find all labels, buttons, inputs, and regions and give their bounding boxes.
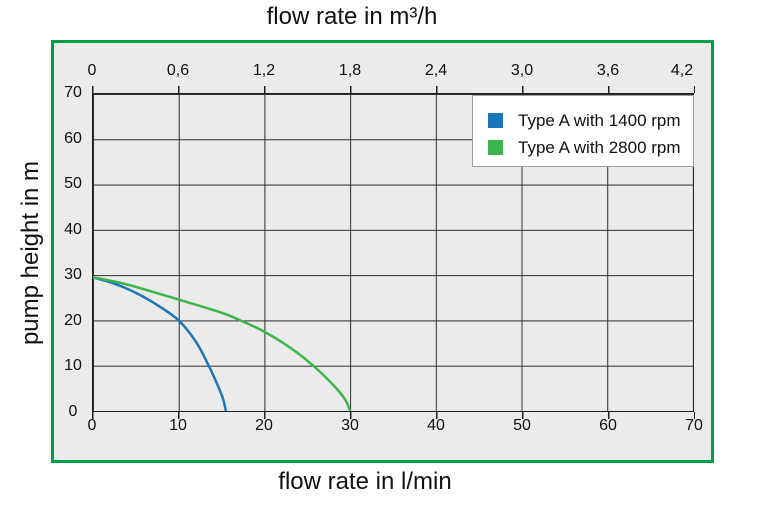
legend-swatch-blue <box>488 113 503 128</box>
bottom-axis-tick-marks <box>92 412 695 419</box>
top-tick-label: 2,4 <box>424 62 448 79</box>
legend: Type A with 1400 rpm Type A with 2800 rp… <box>472 95 694 167</box>
bottom-tick-label: 70 <box>685 417 703 434</box>
left-tick-label: 70 <box>64 84 82 101</box>
bottom-tick-label: 30 <box>341 417 359 434</box>
left-tick-label: 60 <box>64 129 82 147</box>
top-tick-label: 0,6 <box>166 62 190 79</box>
bottom-axis-tick-labels: 0 10 20 30 40 50 60 70 <box>88 417 703 437</box>
top-tick-label: 1,2 <box>252 62 276 79</box>
bottom-tick-label: 0 <box>87 417 97 434</box>
curve-type-a-with-1400-rpm <box>93 276 228 411</box>
curve-type-a-with-2800-rpm <box>93 276 352 411</box>
bottom-tick-label: 60 <box>599 417 617 434</box>
top-tick-label: 0 <box>87 62 97 79</box>
left-tick-label: 0 <box>68 403 78 420</box>
bottom-tick-label: 20 <box>255 417 273 434</box>
left-tick-label: 30 <box>64 266 82 284</box>
left-tick-label: 40 <box>64 220 82 238</box>
top-tick-label: 1,8 <box>338 62 362 79</box>
legend-item-1400rpm: Type A with 1400 rpm <box>473 107 693 134</box>
bottom-tick-label: 40 <box>427 417 445 434</box>
top-axis-tick-labels: 0 0,6 1,2 1,8 2,4 3,0 3,6 4,2 <box>88 62 694 82</box>
top-tick-label: 3,6 <box>596 62 620 79</box>
top-axis-tick-marks <box>92 86 695 93</box>
y-axis-title: pump height in m <box>17 160 44 346</box>
plot-area: Type A with 1400 rpm Type A with 2800 rp… <box>92 93 694 412</box>
legend-item-2800rpm: Type A with 2800 rpm <box>473 134 693 161</box>
legend-label: Type A with 1400 rpm <box>518 110 681 130</box>
top-axis-title: flow rate in m³/h <box>266 3 438 30</box>
left-tick-label: 10 <box>64 357 82 375</box>
top-tick-label: 4,2 <box>670 62 694 79</box>
left-tick-label: 20 <box>64 311 82 329</box>
curves-svg <box>93 276 352 411</box>
top-tick-label: 3,0 <box>510 62 534 79</box>
bottom-tick-label: 10 <box>169 417 187 434</box>
bottom-axis-title: flow rate in l/min <box>278 468 452 495</box>
left-tick-label: 50 <box>64 175 82 193</box>
left-axis-tick-labels: 70 60 50 40 30 20 10 0 <box>56 84 90 420</box>
bottom-tick-label: 50 <box>513 417 531 434</box>
legend-label: Type A with 2800 rpm <box>518 137 681 157</box>
legend-swatch-green <box>488 140 503 155</box>
